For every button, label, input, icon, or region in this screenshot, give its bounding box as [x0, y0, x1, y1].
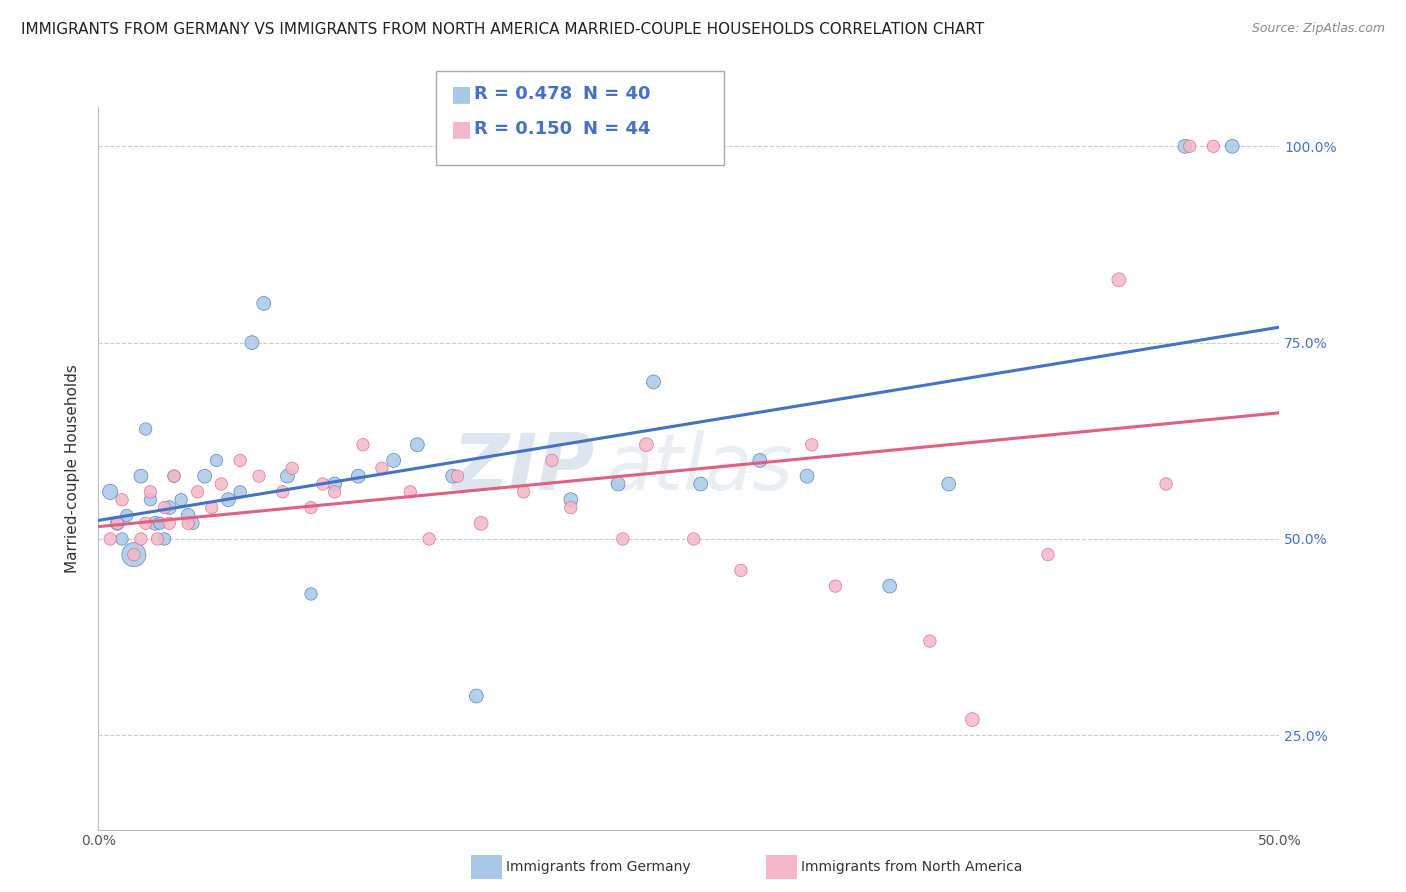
Y-axis label: Married-couple Households: Married-couple Households [65, 364, 80, 573]
Point [105, 516, 128, 531]
Point [205, 453, 228, 467]
Point [135, 516, 157, 531]
Point [1220, 139, 1243, 153]
Point [323, 477, 346, 491]
Text: Immigrants from North America: Immigrants from North America [801, 860, 1022, 874]
Point [177, 516, 200, 531]
Point [98, 532, 121, 546]
Point [229, 484, 252, 499]
Text: ■: ■ [451, 120, 472, 139]
Point [271, 484, 294, 499]
Text: IMMIGRANTS FROM GERMANY VS IMMIGRANTS FROM NORTH AMERICA MARRIED-COUPLE HOUSEHOL: IMMIGRANTS FROM GERMANY VS IMMIGRANTS FR… [21, 22, 984, 37]
Point [748, 453, 770, 467]
Point [465, 689, 488, 703]
Point [446, 469, 468, 483]
Point [1174, 139, 1197, 153]
Point [253, 296, 276, 310]
Point [194, 469, 217, 483]
Point [209, 477, 232, 491]
Point [406, 438, 429, 452]
Point [399, 484, 422, 499]
Point [371, 461, 394, 475]
Text: ZIP: ZIP [453, 430, 595, 507]
Text: atlas: atlas [606, 430, 794, 507]
Text: N = 44: N = 44 [583, 120, 651, 138]
Text: R = 0.478: R = 0.478 [474, 85, 572, 103]
Point [1108, 273, 1130, 287]
Point [612, 532, 634, 546]
Point [730, 563, 752, 577]
Point [299, 500, 322, 515]
Point [323, 484, 346, 499]
Point [115, 508, 138, 523]
Point [281, 461, 304, 475]
Point [247, 469, 270, 483]
Text: Immigrants from Germany: Immigrants from Germany [506, 860, 690, 874]
Text: N = 40: N = 40 [583, 85, 651, 103]
Point [170, 492, 193, 507]
Text: R = 0.150: R = 0.150 [474, 120, 572, 138]
Point [879, 579, 901, 593]
Point [512, 484, 534, 499]
Point [163, 469, 186, 483]
Point [146, 532, 169, 546]
Point [187, 484, 209, 499]
Point [470, 516, 492, 531]
Point [139, 492, 162, 507]
Point [796, 469, 818, 483]
Point [1154, 477, 1177, 491]
Point [153, 532, 176, 546]
Point [122, 548, 145, 562]
Point [541, 453, 564, 467]
Point [441, 469, 464, 483]
Point [689, 477, 711, 491]
Point [560, 500, 582, 515]
Text: ■: ■ [451, 84, 472, 103]
Point [962, 713, 984, 727]
Point [129, 532, 152, 546]
Point [560, 492, 582, 507]
Point [800, 438, 823, 452]
Point [143, 516, 166, 531]
Point [312, 477, 335, 491]
Point [607, 477, 630, 491]
Point [129, 469, 152, 483]
Point [229, 453, 252, 467]
Point [149, 516, 172, 531]
Point [418, 532, 440, 546]
Point [157, 500, 180, 515]
Point [163, 469, 186, 483]
Point [276, 469, 298, 483]
Point [1178, 139, 1201, 153]
Point [636, 438, 658, 452]
Point [682, 532, 704, 546]
Point [240, 335, 263, 350]
Point [98, 484, 121, 499]
Text: Source: ZipAtlas.com: Source: ZipAtlas.com [1251, 22, 1385, 36]
Point [1036, 548, 1059, 562]
Point [139, 484, 162, 499]
Point [824, 579, 846, 593]
Point [347, 469, 370, 483]
Point [299, 587, 322, 601]
Point [177, 508, 200, 523]
Point [1202, 139, 1225, 153]
Point [918, 634, 941, 648]
Point [352, 438, 374, 452]
Point [382, 453, 405, 467]
Point [938, 477, 960, 491]
Point [157, 516, 180, 531]
Point [111, 492, 134, 507]
Point [105, 516, 128, 531]
Point [217, 492, 239, 507]
Point [153, 500, 176, 515]
Point [135, 422, 157, 436]
Point [181, 516, 204, 531]
Point [111, 532, 134, 546]
Point [643, 375, 665, 389]
Point [122, 548, 145, 562]
Point [201, 500, 224, 515]
